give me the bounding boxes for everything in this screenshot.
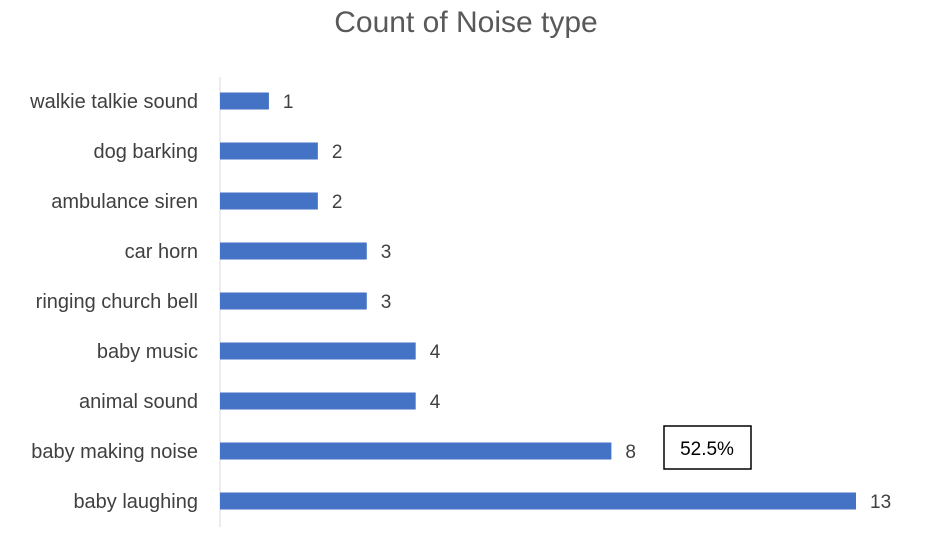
annotation-callout: 52.5%: [663, 425, 752, 470]
category-label: walkie talkie sound: [29, 91, 198, 113]
bar: [220, 492, 856, 510]
data-label: 13: [870, 492, 891, 513]
annotation-box: [663, 425, 752, 470]
chart-title: Count of Noise type: [334, 6, 597, 39]
data-label: 1: [283, 92, 294, 113]
bar: [220, 342, 416, 360]
category-label: baby music: [97, 341, 198, 363]
bar: [220, 142, 318, 160]
bar: [220, 242, 367, 260]
category-label: car horn: [125, 241, 198, 263]
data-label: 2: [332, 142, 343, 163]
category-label: baby making noise: [31, 441, 198, 463]
bar: [220, 192, 318, 210]
category-label: ringing church bell: [36, 291, 198, 313]
data-label: 3: [381, 292, 392, 313]
category-label: animal sound: [79, 391, 198, 413]
bar: [220, 392, 416, 410]
data-label: 4: [430, 392, 441, 413]
data-label: 2: [332, 192, 343, 213]
category-label: ambulance siren: [51, 191, 198, 213]
bar: [220, 442, 612, 460]
data-label: 3: [381, 242, 392, 263]
bar: [220, 292, 367, 310]
annotation-text: 52.5%: [680, 439, 734, 460]
data-label: 8: [625, 442, 636, 463]
category-label: baby laughing: [73, 491, 198, 513]
category-label: dog barking: [93, 141, 198, 163]
bar: [220, 92, 269, 110]
data-label: 4: [430, 342, 441, 363]
